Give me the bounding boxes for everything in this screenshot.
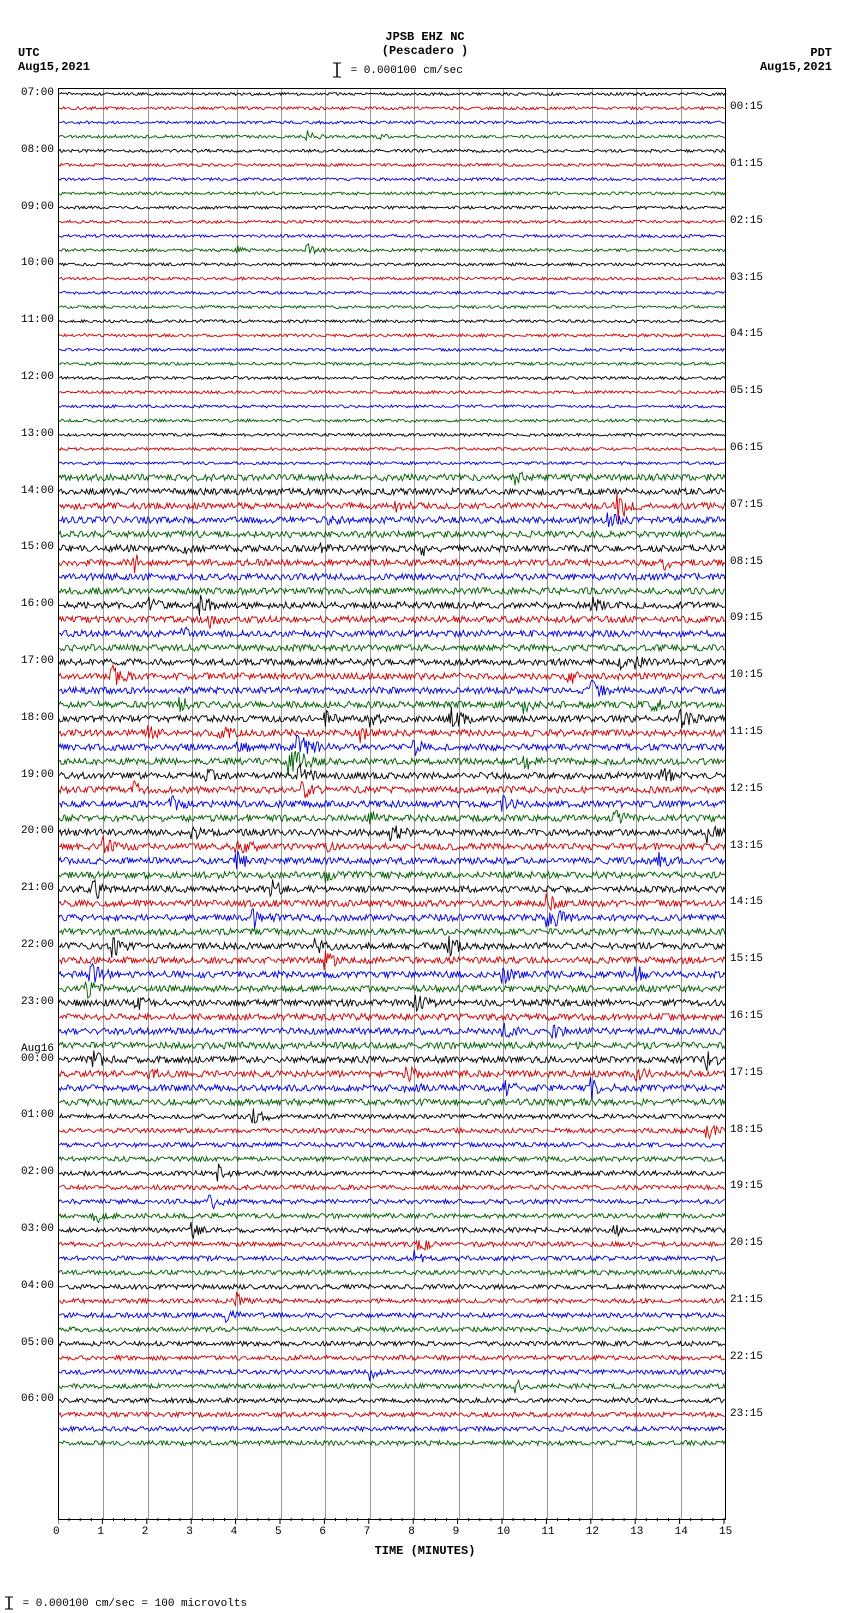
utc-time-label: 21:00	[4, 882, 54, 894]
utc-date: Aug15,2021	[18, 60, 90, 74]
utc-time-label: 07:00	[4, 87, 54, 99]
pdt-time-label: 00:15	[730, 101, 790, 113]
station-line2: (Pescadero )	[0, 44, 850, 58]
utc-time-label: 12:00	[4, 371, 54, 383]
utc-time-label: 20:00	[4, 825, 54, 837]
utc-time-label: 06:00	[4, 1393, 54, 1405]
footer-text: = 0.000100 cm/sec = 100 microvolts	[2, 1596, 247, 1610]
station-line1: JPSB EHZ NC	[0, 30, 850, 44]
pdt-time-label: 19:15	[730, 1180, 790, 1192]
pdt-time-label: 04:15	[730, 328, 790, 340]
utc-time-label: 13:00	[4, 428, 54, 440]
utc-time-label: 08:00	[4, 144, 54, 156]
pdt-time-label: 10:15	[730, 669, 790, 681]
utc-time-label: 19:00	[4, 769, 54, 781]
seismic-trace	[59, 89, 725, 1519]
utc-time-label: 16:00	[4, 598, 54, 610]
pdt-time-label: 22:15	[730, 1351, 790, 1363]
pdt-time-label: 11:15	[730, 726, 790, 738]
utc-time-label: 02:00	[4, 1166, 54, 1178]
utc-time-label: 15:00	[4, 541, 54, 553]
pdt-time-label: 02:15	[730, 215, 790, 227]
utc-time-label: 09:00	[4, 201, 54, 213]
pdt-time-label: 13:15	[730, 840, 790, 852]
utc-time-label: 04:00	[4, 1280, 54, 1292]
utc-time-label: 23:00	[4, 996, 54, 1008]
utc-time-label: 22:00	[4, 939, 54, 951]
pdt-time-label: 17:15	[730, 1067, 790, 1079]
pdt-time-label: 06:15	[730, 442, 790, 454]
pdt-time-label: 18:15	[730, 1124, 790, 1136]
x-axis-label: TIME (MINUTES)	[0, 1544, 850, 1558]
utc-time-label: 05:00	[4, 1337, 54, 1349]
utc-time-label: 18:00	[4, 712, 54, 724]
pdt-time-label: 16:15	[730, 1010, 790, 1022]
pdt-time-label: 21:15	[730, 1294, 790, 1306]
pdt-time-label: 14:15	[730, 896, 790, 908]
pdt-time-label: 03:15	[730, 272, 790, 284]
pdt-time-label: 12:15	[730, 783, 790, 795]
utc-time-label: 11:00	[4, 314, 54, 326]
pdt-time-label: 01:15	[730, 158, 790, 170]
pdt-time-label: 07:15	[730, 499, 790, 511]
pdt-time-label: 05:15	[730, 385, 790, 397]
helicorder-plot	[58, 88, 726, 1520]
pdt-time-label: 09:15	[730, 612, 790, 624]
utc-time-label: 01:00	[4, 1109, 54, 1121]
pdt-time-label: 23:15	[730, 1408, 790, 1420]
utc-time-label: 03:00	[4, 1223, 54, 1235]
utc-time-label: 00:00	[4, 1053, 54, 1065]
utc-time-label: 17:00	[4, 655, 54, 667]
utc-time-label: 14:00	[4, 485, 54, 497]
scale-bar: = 0.000100 cm/sec	[330, 62, 463, 78]
seismogram-page: UTC Aug15,2021 PDT Aug15,2021 JPSB EHZ N…	[0, 0, 850, 1613]
pdt-time-label: 20:15	[730, 1237, 790, 1249]
pdt-time-label: 15:15	[730, 953, 790, 965]
pdt-date: Aug15,2021	[760, 60, 832, 74]
utc-time-label: 10:00	[4, 257, 54, 269]
pdt-time-label: 08:15	[730, 556, 790, 568]
scale-text: = 0.000100 cm/sec	[351, 65, 463, 77]
